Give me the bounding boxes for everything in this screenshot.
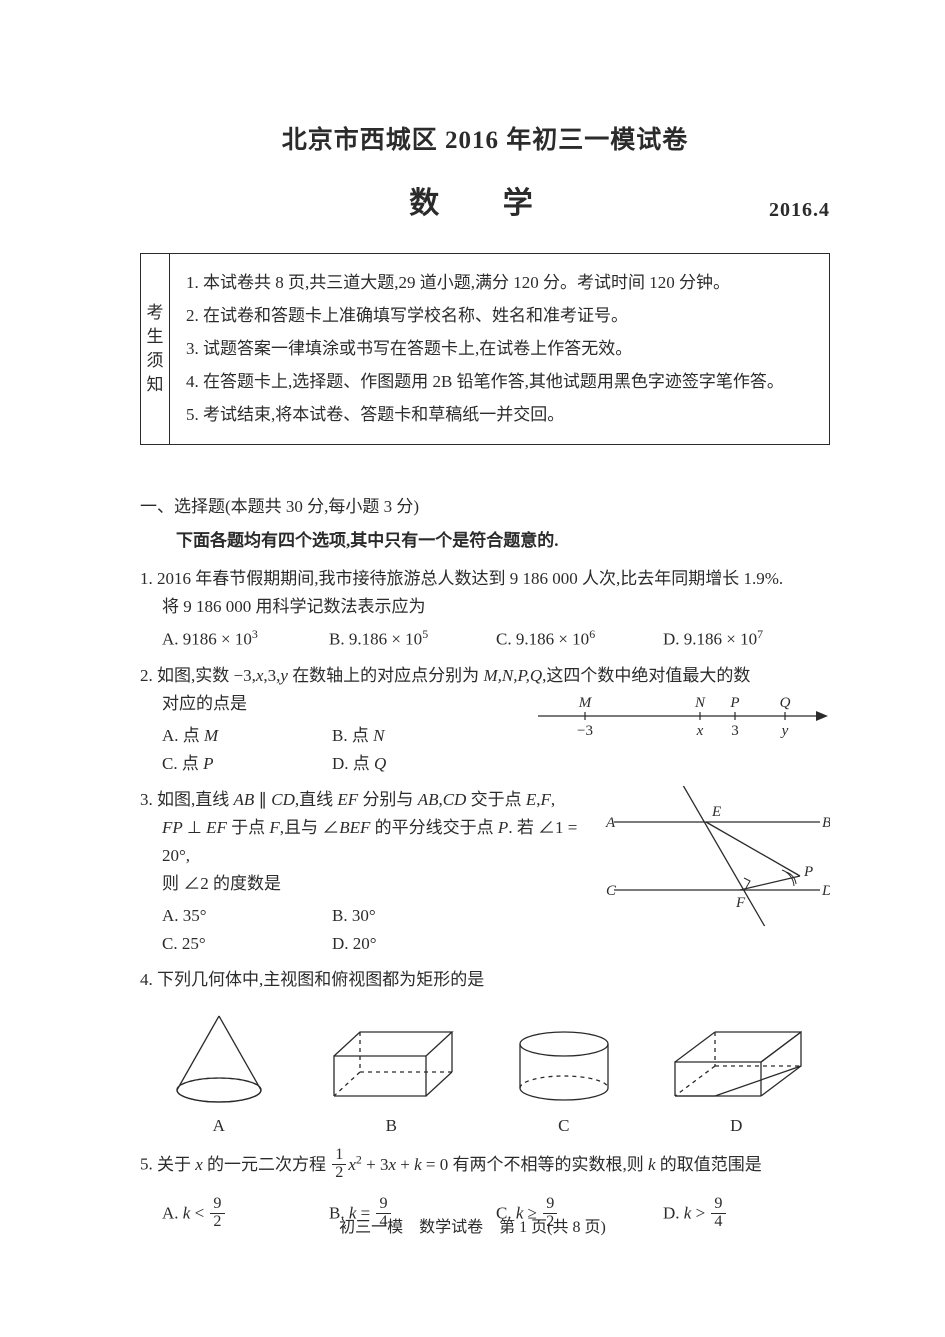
option-a: A. 9186 × 103 xyxy=(162,625,329,654)
option-b: B. 30° xyxy=(332,902,502,930)
option-a: A. 35° xyxy=(162,902,332,930)
notice-item: 1. 本试卷共 8 页,共三道大题,29 道小题,满分 120 分。考试时间 1… xyxy=(186,269,813,297)
option-c: C. 9.186 × 106 xyxy=(496,625,663,654)
exam-page: 北京市西城区 2016 年初三一模试卷 数 学 2016.4 考 生 须 知 1… xyxy=(0,0,945,1337)
cone-icon xyxy=(159,1008,279,1108)
q-num: 3. xyxy=(140,790,153,809)
svg-text:B: B xyxy=(822,815,830,831)
option-c: C. 25° xyxy=(162,930,332,958)
svg-text:Q: Q xyxy=(780,695,791,711)
q-text: 如图,实数 −3,x,3,y 在数轴上的对应点分别为 M,N,P,Q,这四个数中… xyxy=(157,666,750,685)
notice-item: 5. 考试结束,将本试卷、答题卡和草稿纸一并交回。 xyxy=(186,401,813,429)
option-a: A. 点 M xyxy=(162,722,332,750)
prism-icon xyxy=(661,1018,811,1108)
svg-text:N: N xyxy=(694,695,706,711)
geometry-diagram-icon: A B C D E F P xyxy=(600,786,830,926)
svg-text:y: y xyxy=(780,723,789,739)
notice-item: 2. 在试卷和答题卡上准确填写学校名称、姓名和准考证号。 xyxy=(186,302,813,330)
number-line-icon: M −3 Nx P 3 Qy xyxy=(530,690,830,740)
svg-text:E: E xyxy=(711,804,721,820)
svg-text:P: P xyxy=(729,695,739,711)
svg-text:3: 3 xyxy=(731,723,739,739)
q-text: 下列几何体中,主视图和俯视图都为矩形的是 xyxy=(157,970,484,989)
q4-figure-row: A B C D xyxy=(140,1008,830,1140)
option-b: B. 9.186 × 105 xyxy=(329,625,496,654)
svg-text:P: P xyxy=(803,864,813,880)
cylinder-icon xyxy=(504,1018,624,1108)
solid-prism: D xyxy=(661,1018,811,1140)
option-d: D. 20° xyxy=(332,930,502,958)
svg-text:M: M xyxy=(578,695,593,711)
solid-cone: A xyxy=(159,1008,279,1140)
page-title: 北京市西城区 2016 年初三一模试卷 xyxy=(140,120,830,161)
exam-date: 2016.4 xyxy=(769,194,830,227)
page-subject: 数 学 2016.4 xyxy=(140,179,830,229)
option-d: D. 9.186 × 107 xyxy=(663,625,830,654)
q-text: 对应的点是 xyxy=(162,690,530,718)
svg-text:A: A xyxy=(605,815,616,831)
q-text: 如图,直线 AB ∥ CD,直线 EF 分别与 AB,CD 交于点 E,F, xyxy=(157,790,555,809)
q-num: 4. xyxy=(140,970,153,989)
q-num: 5. xyxy=(140,1155,153,1174)
notice-item: 4. 在答题卡上,选择题、作图题用 2B 铅笔作答,其他试题用黑色字迹签字笔作答… xyxy=(186,368,813,396)
section-heading: 一、选择题(本题共 30 分,每小题 3 分) xyxy=(140,493,830,521)
question-1: 1. 2016 年春节假期期间,我市接待旅游总人数达到 9 186 000 人次… xyxy=(140,565,830,654)
cuboid-icon xyxy=(316,1018,466,1108)
svg-text:C: C xyxy=(606,883,617,899)
q-num: 2. xyxy=(140,666,153,685)
q1-options: A. 9186 × 103 B. 9.186 × 105 C. 9.186 × … xyxy=(162,625,830,654)
svg-text:x: x xyxy=(696,723,704,739)
q2-options: A. 点 M B. 点 N C. 点 P D. 点 Q xyxy=(162,722,502,778)
q-text: 则 ∠2 的度数是 xyxy=(162,870,600,898)
q-num: 1. xyxy=(140,569,153,588)
svg-text:−3: −3 xyxy=(577,723,593,739)
svg-text:F: F xyxy=(735,895,746,911)
question-2: 2. 如图,实数 −3,x,3,y 在数轴上的对应点分别为 M,N,P,Q,这四… xyxy=(140,662,830,778)
q3-figure: A B C D E F P xyxy=(600,786,830,958)
option-b: B. 点 N xyxy=(332,722,502,750)
notice-box: 考 生 须 知 1. 本试卷共 8 页,共三道大题,29 道小题,满分 120 … xyxy=(140,253,830,445)
q-text: 2016 年春节假期期间,我市接待旅游总人数达到 9 186 000 人次,比去… xyxy=(157,569,783,588)
q3-options: A. 35° B. 30° C. 25° D. 20° xyxy=(162,902,502,958)
solid-cuboid: B xyxy=(316,1018,466,1140)
svg-text:D: D xyxy=(821,883,830,899)
q-text: 将 9 186 000 用科学记数法表示应为 xyxy=(162,593,830,621)
q-text: 关于 x 的一元二次方程 12x2 + 3x + k = 0 有两个不相等的实数… xyxy=(157,1155,762,1174)
section-subheading: 下面各题均有四个选项,其中只有一个是符合题意的. xyxy=(176,527,830,555)
question-4: 4. 下列几何体中,主视图和俯视图都为矩形的是 A B C D xyxy=(140,966,830,1140)
page-footer: 初三一模 数学试卷 第 1 页(共 8 页) xyxy=(0,1215,945,1241)
option-d: D. 点 Q xyxy=(332,750,502,778)
subject-text: 数 学 xyxy=(409,187,561,220)
q2-figure: M −3 Nx P 3 Qy xyxy=(530,690,830,778)
q-text: FP ⊥ EF 于点 F,且与 ∠BEF 的平分线交于点 P. 若 ∠1 = 2… xyxy=(162,814,600,870)
notice-content: 1. 本试卷共 8 页,共三道大题,29 道小题,满分 120 分。考试时间 1… xyxy=(170,254,829,444)
notice-side-label: 考 生 须 知 xyxy=(141,254,170,444)
question-3: 3. 如图,直线 AB ∥ CD,直线 EF 分别与 AB,CD 交于点 E,F… xyxy=(140,786,830,958)
option-c: C. 点 P xyxy=(162,750,332,778)
solid-cylinder: C xyxy=(504,1018,624,1140)
notice-item: 3. 试题答案一律填涂或书写在答题卡上,在试卷上作答无效。 xyxy=(186,335,813,363)
